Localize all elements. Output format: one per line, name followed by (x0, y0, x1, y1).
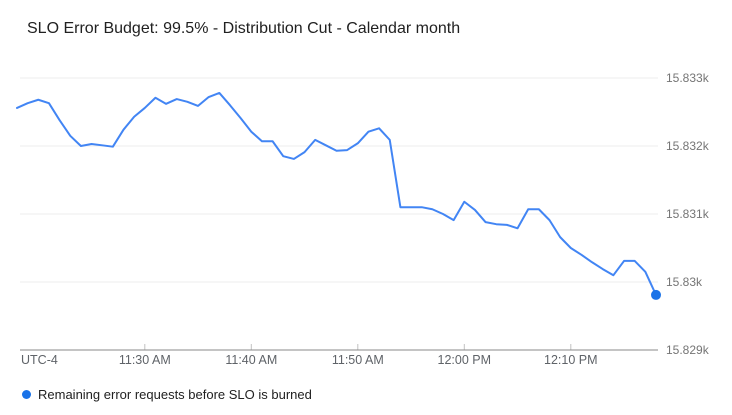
x-axis-label: 11:40 AM (225, 353, 277, 367)
x-axis-label: 11:30 AM (119, 353, 171, 367)
x-axis-label: 12:00 PM (438, 353, 492, 367)
chart-canvas[interactable]: 11:30 AM 11:40 AM 11:50 AM 12:00 PM 12:10 PM… (0, 0, 732, 380)
legend-series-dot-icon (22, 390, 31, 399)
legend-series-label[interactable]: Remaining error requests before SLO is b… (38, 387, 312, 402)
chart-title: SLO Error Budget: 99.5% - Distribution C… (27, 20, 461, 37)
timezone-label: UTC-4 (21, 353, 58, 367)
y-axis-label: 15.833k (666, 71, 710, 85)
legend: Remaining error requests before SLO is b… (22, 387, 312, 402)
y-axis-label: 15.829k (666, 343, 710, 357)
y-axis-label: 15.831k (666, 207, 710, 221)
y-axis-label: 15.83k (666, 275, 703, 289)
x-axis-label: 12:10 PM (544, 353, 598, 367)
series-endpoint-dot (651, 289, 661, 300)
series-line (16, 91, 657, 296)
x-axis-label: 11:50 AM (332, 353, 384, 367)
y-axis-label: 15.832k (666, 139, 710, 153)
